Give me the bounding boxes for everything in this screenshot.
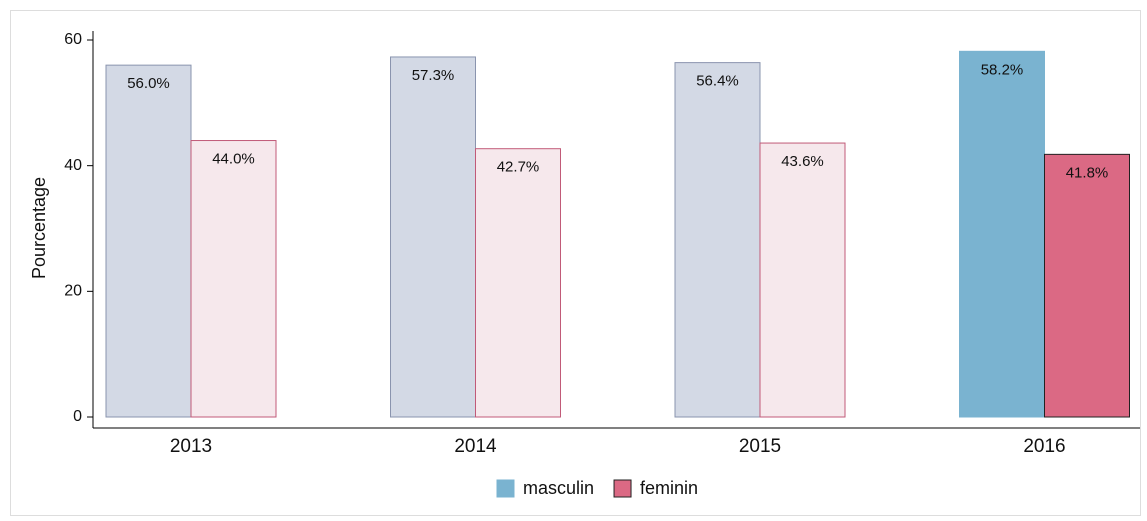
bar xyxy=(475,148,561,418)
legend-swatch xyxy=(613,479,632,498)
x-tick-label: 2015 xyxy=(739,436,781,457)
bar xyxy=(190,140,277,418)
value-label: 44.0% xyxy=(212,151,255,168)
value-label: 57.3% xyxy=(412,67,455,84)
bar xyxy=(1044,153,1130,418)
x-tick-label: 2016 xyxy=(1023,436,1065,457)
value-label: 58.2% xyxy=(981,61,1024,78)
bar xyxy=(674,62,761,418)
value-label: 43.6% xyxy=(781,153,824,170)
y-tick-label: 40 xyxy=(64,157,82,174)
y-tick-label: 20 xyxy=(64,283,82,300)
value-label: 56.0% xyxy=(127,75,170,92)
y-axis-label: Pourcentage xyxy=(29,177,49,279)
frame xyxy=(10,10,1141,516)
bar xyxy=(105,64,192,418)
legend-label: masculin xyxy=(523,478,594,498)
legend-swatch xyxy=(496,479,515,498)
bar xyxy=(759,142,846,418)
value-label: 56.4% xyxy=(696,73,739,90)
legend-label: feminin xyxy=(640,478,698,498)
x-tick-label: 2013 xyxy=(170,436,212,457)
y-tick-label: 0 xyxy=(73,408,82,425)
y-tick-label: 60 xyxy=(64,31,82,48)
value-label: 41.8% xyxy=(1066,164,1109,181)
value-label: 42.7% xyxy=(497,159,540,176)
bar xyxy=(390,56,476,418)
x-tick-label: 2014 xyxy=(454,436,497,457)
bar xyxy=(959,50,1045,418)
